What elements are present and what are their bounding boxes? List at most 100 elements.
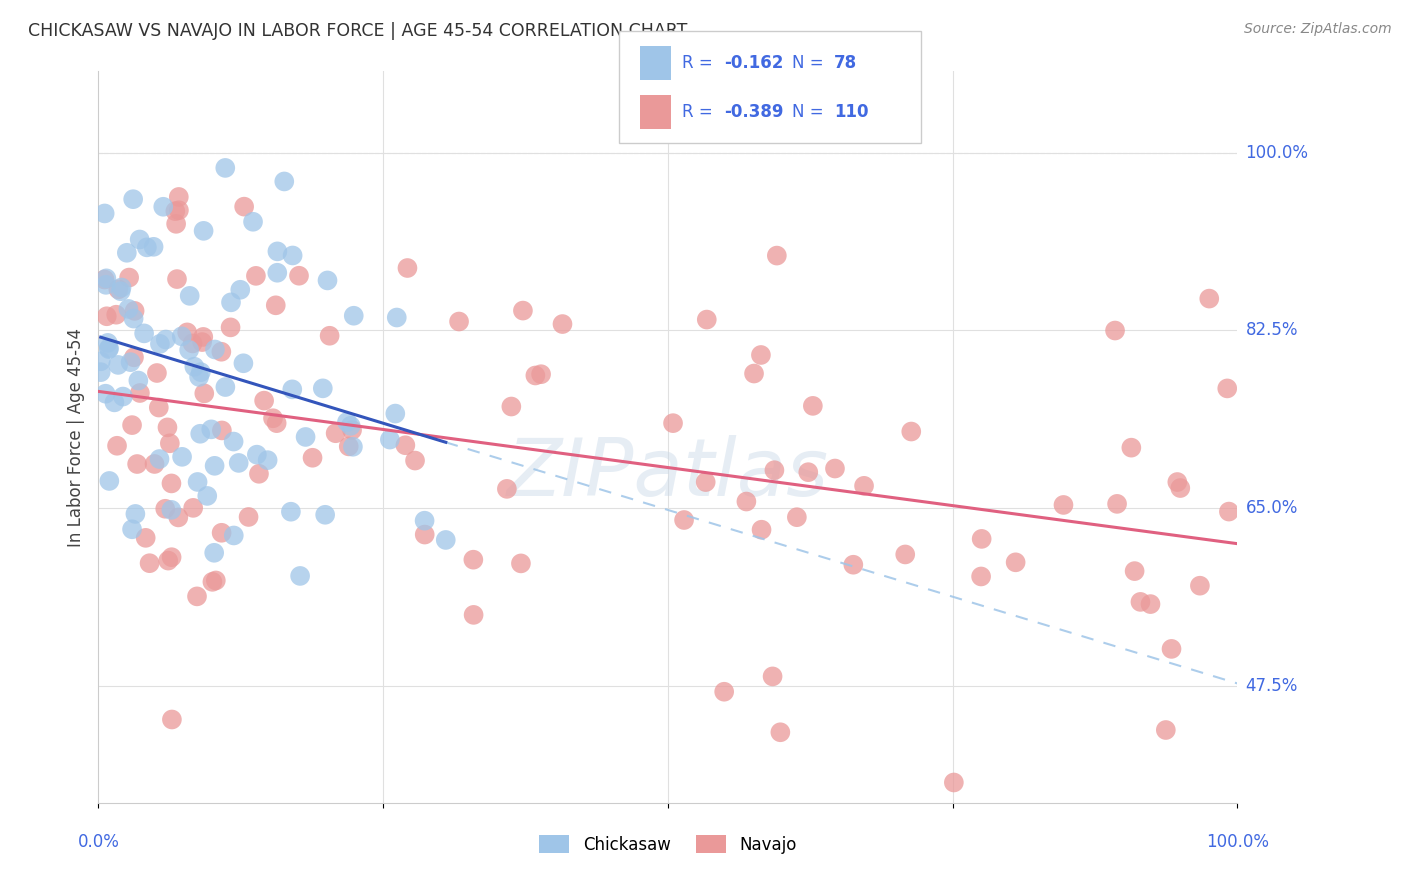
Point [186, 590, 208, 604]
Point [222, 528, 245, 542]
Point [211, 424, 233, 438]
Point [262, 411, 284, 425]
Point [193, 330, 215, 344]
Point [378, 433, 401, 447]
Point [1160, 641, 1182, 656]
Point [120, 355, 142, 369]
Point [662, 416, 685, 430]
Y-axis label: In Labor Force | Age 45-54: In Labor Force | Age 45-54 [66, 327, 84, 547]
Point [786, 510, 808, 524]
Point [160, 476, 183, 491]
Point [121, 522, 143, 536]
Point [165, 217, 187, 231]
Point [132, 326, 155, 341]
Text: ZIPatlas: ZIPatlas [506, 434, 830, 513]
Point [242, 215, 264, 229]
Point [142, 240, 165, 254]
Point [90, 365, 112, 379]
Text: 47.5%: 47.5% [1246, 677, 1298, 695]
Point [110, 280, 132, 294]
Point [121, 418, 143, 433]
Point [233, 200, 256, 214]
Point [143, 457, 166, 471]
Point [157, 553, 180, 567]
Text: Source: ZipAtlas.com: Source: ZipAtlas.com [1244, 22, 1392, 37]
Point [1218, 505, 1240, 519]
Point [1123, 564, 1146, 578]
Text: N =: N = [792, 103, 828, 121]
Text: R =: R = [682, 103, 718, 121]
Point [179, 289, 201, 303]
Point [1166, 475, 1188, 489]
Point [266, 244, 288, 259]
Point [122, 192, 145, 206]
Point [337, 439, 360, 453]
Point [942, 775, 965, 789]
Point [266, 266, 288, 280]
Text: R =: R = [682, 54, 718, 72]
Point [1168, 481, 1191, 495]
Point [245, 268, 267, 283]
Point [447, 314, 470, 328]
Point [160, 550, 183, 565]
Point [96, 310, 118, 324]
Point [97, 341, 120, 355]
Text: 0.0%: 0.0% [77, 833, 120, 851]
Point [228, 456, 250, 470]
Point [385, 310, 408, 325]
Text: 82.5%: 82.5% [1246, 321, 1298, 340]
Text: 100.0%: 100.0% [1206, 833, 1268, 851]
Point [496, 482, 519, 496]
Point [312, 381, 335, 395]
Point [1216, 381, 1239, 395]
Point [183, 359, 205, 374]
Point [222, 434, 245, 449]
Point [105, 308, 128, 322]
Point [190, 365, 212, 379]
Point [413, 527, 436, 541]
Point [160, 713, 183, 727]
Point [135, 531, 157, 545]
Point [751, 523, 773, 537]
Point [170, 329, 193, 343]
Point [343, 309, 366, 323]
Text: 110: 110 [834, 103, 869, 121]
Point [1052, 498, 1074, 512]
Point [853, 479, 876, 493]
Point [900, 425, 922, 439]
Point [797, 465, 820, 479]
Point [107, 358, 129, 372]
Point [273, 174, 295, 188]
Point [188, 426, 211, 441]
Point [129, 386, 152, 401]
Point [281, 248, 304, 262]
Point [1004, 555, 1026, 569]
Point [179, 343, 201, 357]
Point [107, 282, 129, 296]
Point [1104, 324, 1126, 338]
Point [1139, 597, 1161, 611]
Point [396, 260, 419, 275]
Point [696, 312, 718, 326]
Point [94, 277, 117, 292]
Point [160, 503, 183, 517]
Point [842, 558, 865, 572]
Text: -0.162: -0.162 [724, 54, 783, 72]
Point [281, 382, 304, 396]
Point [340, 423, 363, 437]
Point [713, 684, 735, 698]
Point [1129, 595, 1152, 609]
Point [211, 525, 233, 540]
Point [214, 380, 236, 394]
Point [111, 390, 134, 404]
Point [761, 669, 783, 683]
Point [110, 284, 132, 298]
Point [1121, 441, 1143, 455]
Point [127, 374, 149, 388]
Point [501, 400, 523, 414]
Text: 78: 78 [834, 54, 856, 72]
Point [1107, 497, 1129, 511]
Point [970, 569, 993, 583]
Point [763, 463, 786, 477]
Point [463, 552, 485, 566]
